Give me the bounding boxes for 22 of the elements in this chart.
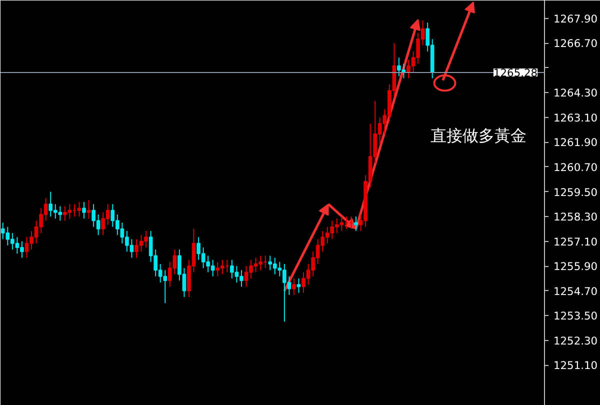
y-tick-label: 1253.50 (554, 310, 598, 323)
y-tick-label: 1261.90 (554, 136, 598, 150)
y-tick-label: 1259.50 (554, 186, 598, 199)
y-tick-label: 1252.30 (554, 334, 598, 348)
ref-line-label: 1265.28 (494, 66, 538, 80)
annotation: 直接做多黃金 (430, 126, 526, 145)
y-tick-label: 1257.10 (554, 235, 598, 248)
candlestick (77, 202, 82, 218)
candlestick (296, 278, 301, 294)
y-tick-label: 1266.70 (554, 37, 598, 50)
y-tick-label: 1251.10 (554, 359, 598, 372)
candlestick (292, 278, 296, 296)
candlestick (86, 200, 91, 220)
candlestick (82, 202, 86, 220)
y-tick-label: 1260.70 (554, 161, 598, 174)
y-tick-label: 1267.90 (554, 12, 598, 26)
y-tick-label: 1254.70 (554, 284, 598, 298)
y-tick-label: 1255.90 (554, 260, 598, 274)
candlestick (354, 216, 358, 232)
y-tick-label: 1258.30 (554, 210, 598, 224)
y-tick-label: 1264.30 (554, 86, 598, 100)
y-tick-label: 1263.10 (554, 111, 598, 124)
